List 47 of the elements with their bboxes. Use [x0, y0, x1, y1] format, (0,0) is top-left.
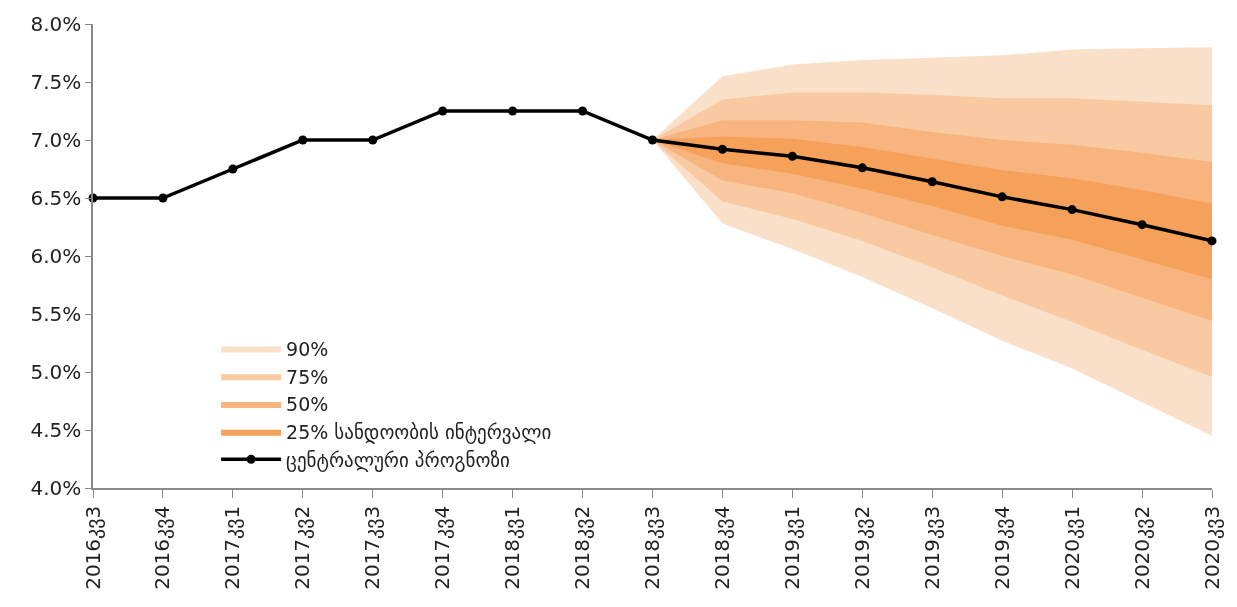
y-tick-label: 8.0%	[30, 12, 82, 36]
x-tick-label: 2017კვ4	[430, 505, 455, 590]
point	[298, 135, 308, 145]
point	[158, 193, 168, 203]
x-tick-label: 2018კვ3	[640, 505, 664, 590]
y-tick-label: 7.5%	[30, 70, 82, 94]
x-tick-label: 2019კვ3	[919, 505, 944, 590]
x-tick-label: 2019კვ4	[989, 505, 1014, 590]
x-tick-label: 2016კვ4	[150, 505, 175, 590]
x-tick-label: 2018კვ4	[709, 505, 734, 590]
x-tick-label: 2019კვ2	[849, 505, 874, 590]
y-tick-label: 5.0%	[30, 360, 82, 384]
y-tick-label: 4.0%	[30, 476, 82, 500]
point	[648, 135, 657, 145]
y-tick-label: 4.5%	[30, 418, 82, 442]
y-tick-label: 5.5%	[30, 302, 82, 326]
x-tick-label: 2019კვ1	[779, 505, 804, 590]
x-tick-label: 2020კვ1	[1059, 505, 1084, 590]
legend-label: 75%	[286, 365, 329, 388]
point	[787, 151, 797, 161]
x-tick-label: 2017კვ1	[220, 505, 245, 590]
legend-label: 25% სანდოობის ინტერვალი	[286, 421, 552, 445]
legend-label: 90%	[286, 337, 329, 360]
legend-label: 50%	[286, 393, 329, 416]
x-tick-label: 2018კვ2	[570, 505, 595, 590]
point	[438, 106, 448, 116]
point	[578, 106, 588, 116]
point	[1137, 220, 1147, 230]
y-tick-label: 7.0%	[30, 128, 82, 152]
x-tick-label: 2020კვ3	[1199, 505, 1224, 590]
x-tick-label: 2020კვ2	[1129, 505, 1154, 590]
x-tick-label: 2017კვ2	[290, 505, 315, 590]
point	[508, 106, 518, 116]
point	[1207, 236, 1217, 246]
y-tick-label: 6.5%	[30, 186, 82, 210]
point	[927, 177, 937, 187]
point	[1067, 205, 1077, 215]
legend-label: ცენტრალური პროგნოზი	[286, 448, 510, 472]
point	[997, 192, 1007, 202]
point	[857, 163, 867, 173]
point	[368, 135, 378, 145]
y-tick-label: 6.0%	[30, 244, 82, 268]
x-tick-label: 2017კვ3	[360, 505, 385, 590]
point	[717, 144, 727, 154]
x-tick-label: 2018კვ1	[500, 505, 525, 590]
point	[228, 164, 238, 174]
x-tick-label: 2016კვ3	[80, 505, 105, 590]
